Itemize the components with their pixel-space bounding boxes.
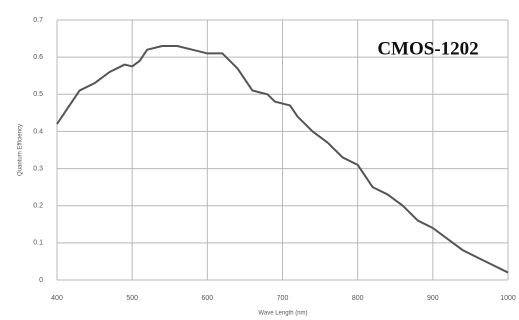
y-tick-label: 0.1 xyxy=(33,240,43,247)
x-tick-label: 900 xyxy=(427,295,439,302)
x-tick-label: 1000 xyxy=(500,295,516,302)
x-tick-label: 600 xyxy=(201,295,213,302)
x-tick-label: 800 xyxy=(352,295,364,302)
x-tick-label: 500 xyxy=(126,295,138,302)
y-tick-label: 0.6 xyxy=(33,54,43,61)
y-tick-label: 0 xyxy=(39,277,43,284)
chart-annotation: CMOS-1202 xyxy=(377,38,478,59)
data-line xyxy=(56,45,509,274)
x-axis-label: Wave Length (nm) xyxy=(258,311,307,317)
x-tick-label: 400 xyxy=(51,295,63,302)
y-tick-label: 0.5 xyxy=(33,91,43,98)
y-tick-label: 0.4 xyxy=(33,128,43,135)
y-tick-label: 0.7 xyxy=(33,17,43,24)
x-tick-label: 700 xyxy=(277,295,289,302)
y-tick-label: 0.3 xyxy=(33,165,43,172)
y-tick-label: 0.2 xyxy=(33,203,43,210)
y-axis-label: Quantum Efficiency xyxy=(18,124,24,176)
